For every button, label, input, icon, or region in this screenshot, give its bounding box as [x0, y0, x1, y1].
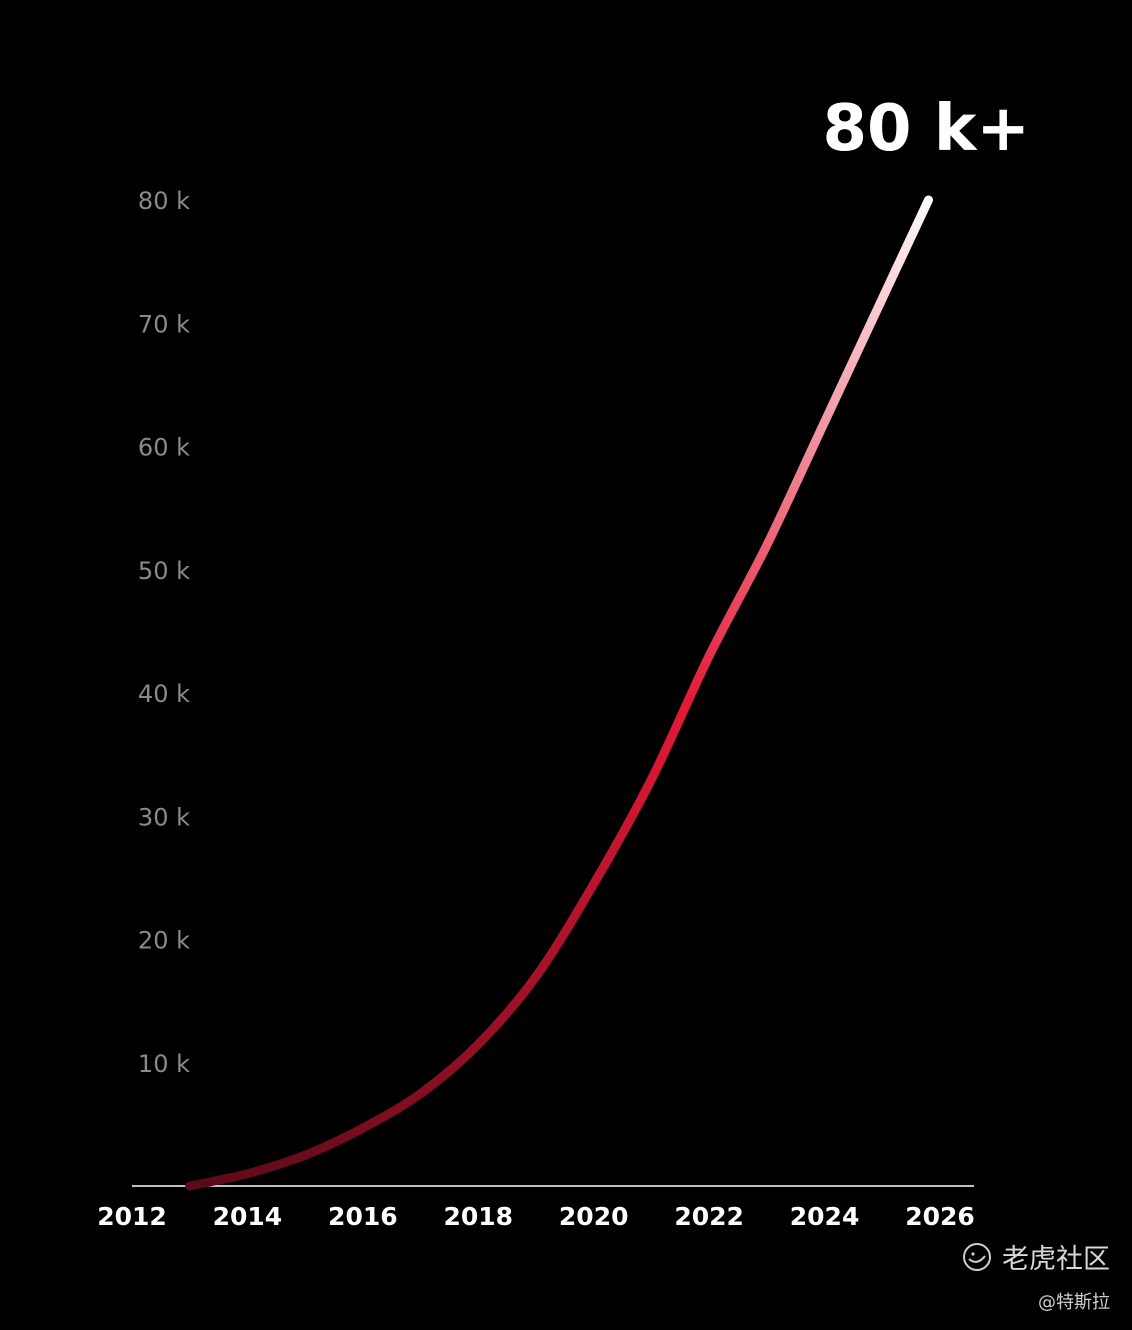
y-tick-label: 60 k	[138, 434, 190, 462]
y-tick-label: 10 k	[138, 1050, 190, 1078]
x-tick-label: 2022	[674, 1202, 744, 1231]
x-tick-label: 2012	[97, 1202, 167, 1231]
y-tick-label: 70 k	[138, 310, 190, 338]
x-tick-label: 2026	[905, 1202, 975, 1231]
watermark-author: @特斯拉	[1038, 1292, 1110, 1313]
y-tick-label: 20 k	[138, 927, 190, 955]
y-tick-label: 80 k	[138, 187, 190, 215]
watermark-brand: 老虎社区	[1002, 1244, 1110, 1275]
y-tick-label: 40 k	[138, 680, 190, 708]
watermark: 老虎社区	[962, 1237, 1110, 1276]
x-tick-label: 2014	[213, 1202, 283, 1231]
y-tick-label: 50 k	[138, 557, 190, 585]
y-axis-ticks: 10 k 20 k 30 k 40 k 50 k 60 k 70 k 80 k	[138, 187, 190, 1078]
peak-annotation: 80 k+	[822, 92, 1030, 166]
x-tick-label: 2018	[443, 1202, 513, 1231]
x-tick-label: 2024	[790, 1202, 860, 1231]
series-line	[185, 195, 933, 1191]
x-tick-label: 2020	[559, 1202, 629, 1231]
x-axis-ticks: 2012 2014 2016 2018 2020 2022 2024 2026	[97, 1202, 975, 1231]
tiger-logo-icon	[963, 1242, 991, 1271]
x-tick-label: 2016	[328, 1202, 398, 1231]
y-tick-label: 30 k	[138, 803, 190, 831]
